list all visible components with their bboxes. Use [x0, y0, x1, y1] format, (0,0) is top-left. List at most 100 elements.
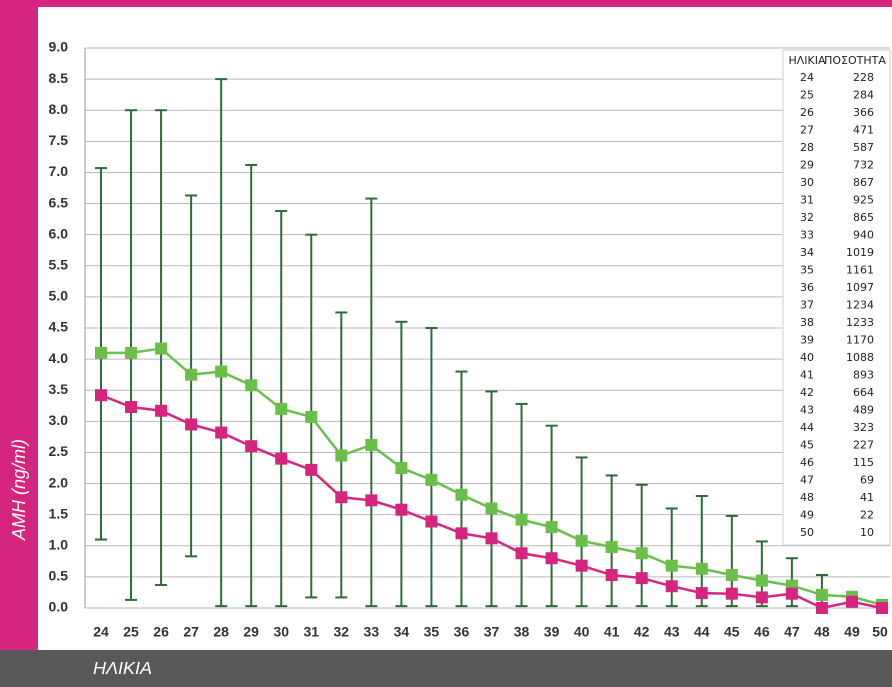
y-tick-label: 0.0 [49, 599, 69, 615]
marker [395, 503, 408, 516]
table-cell: 46 [800, 456, 814, 469]
table-cell: 42 [800, 386, 814, 399]
x-axis-title: ΗΛΙΚΙΑ [93, 658, 152, 678]
table-cell: 925 [853, 194, 874, 207]
marker [515, 513, 528, 526]
x-tick-label: 33 [364, 624, 380, 640]
marker [695, 587, 708, 600]
marker [305, 463, 318, 476]
y-tick-label: 4.5 [49, 319, 69, 335]
table-header: ΠΟΣΟΤΗΤΑ [824, 54, 886, 67]
x-tick-label: 31 [303, 624, 319, 640]
marker [95, 389, 107, 402]
table-header: ΗΛΙΚΙΑ [788, 54, 825, 67]
table-cell: 29 [800, 159, 814, 172]
marker [605, 541, 618, 554]
y-tick-label: 5.5 [49, 256, 69, 272]
table-cell: 471 [853, 124, 874, 137]
table-cell: 323 [853, 421, 874, 434]
marker [215, 426, 228, 439]
table-cell: 48 [800, 491, 814, 504]
marker [545, 521, 558, 534]
y-tick-label: 3.0 [49, 412, 69, 428]
x-tick-label: 44 [694, 624, 710, 640]
x-tick-label: 40 [574, 624, 590, 640]
error-bar [485, 390, 498, 608]
table-cell: 49 [800, 509, 814, 522]
marker [215, 365, 228, 378]
marker [395, 462, 408, 474]
marker [335, 491, 348, 504]
table-cell: 43 [800, 404, 814, 417]
y-tick-label: 8.5 [49, 70, 69, 86]
table-cell: 28 [800, 141, 814, 154]
marker [545, 552, 558, 565]
table-cell: 32 [800, 211, 814, 224]
marker [305, 410, 318, 423]
table-cell: 47 [800, 474, 814, 487]
table-cell: 893 [853, 369, 874, 382]
y-tick-label: 7.5 [49, 132, 69, 148]
marker [575, 559, 588, 572]
table-cell: 27 [800, 124, 814, 137]
table-cell: 39 [800, 334, 814, 347]
marker [425, 473, 438, 486]
table-cell: 867 [853, 176, 874, 189]
table-cell: 34 [800, 246, 814, 259]
table-cell: 228 [853, 71, 874, 84]
y-tick-label: 4.0 [49, 350, 69, 366]
y-tick-label: 8.0 [49, 101, 69, 117]
y-axis-title: AMH (ng/ml) [9, 439, 29, 541]
marker [455, 527, 468, 540]
marker [665, 580, 678, 593]
marker [515, 547, 528, 560]
x-tick-label: 48 [814, 624, 830, 640]
table-cell: 284 [853, 89, 874, 102]
table-cell: 69 [860, 474, 874, 487]
x-tick-label: 41 [604, 624, 620, 640]
table-cell: 37 [800, 299, 814, 312]
x-tick-label: 49 [844, 624, 860, 640]
marker [785, 587, 798, 600]
error-bar [605, 474, 618, 608]
table-cell: 45 [800, 439, 814, 452]
x-tick-label: 50 [872, 624, 888, 640]
side-band [0, 0, 38, 650]
marker [365, 494, 378, 507]
marker [815, 602, 828, 614]
table-cell: 865 [853, 211, 874, 224]
table-cell: 40 [800, 351, 814, 364]
table-cell: 35 [800, 264, 814, 277]
x-tick-label: 24 [93, 624, 109, 640]
marker [725, 587, 738, 600]
table-cell: 1019 [846, 246, 874, 259]
x-tick-label: 39 [544, 624, 560, 640]
table-cell: 26 [800, 106, 814, 119]
x-tick-label: 29 [243, 624, 259, 640]
marker [125, 401, 138, 414]
marker [95, 346, 107, 359]
table-cell: 30 [800, 176, 814, 189]
marker [425, 515, 438, 528]
marker [605, 569, 618, 582]
y-tick-label: 1.5 [49, 505, 69, 521]
table-box [782, 49, 891, 546]
y-tick-label: 6.5 [49, 194, 69, 210]
marker [335, 449, 348, 462]
marker [155, 342, 168, 355]
x-tick-label: 35 [424, 624, 440, 640]
x-tick-label: 47 [784, 624, 800, 640]
table-cell: 227 [853, 439, 874, 452]
y-tick-label: 1.0 [49, 536, 69, 552]
table-cell: 10 [860, 526, 874, 539]
table-cell: 24 [800, 71, 814, 84]
table-cell: 36 [800, 281, 814, 294]
table-cell: 587 [853, 141, 874, 154]
y-tick-label: 2.5 [49, 443, 69, 459]
table-cell: 1161 [846, 264, 874, 277]
table-cell: 41 [860, 491, 874, 504]
marker [695, 562, 708, 575]
marker [575, 534, 588, 547]
marker [485, 532, 498, 545]
error-bar [515, 402, 528, 608]
